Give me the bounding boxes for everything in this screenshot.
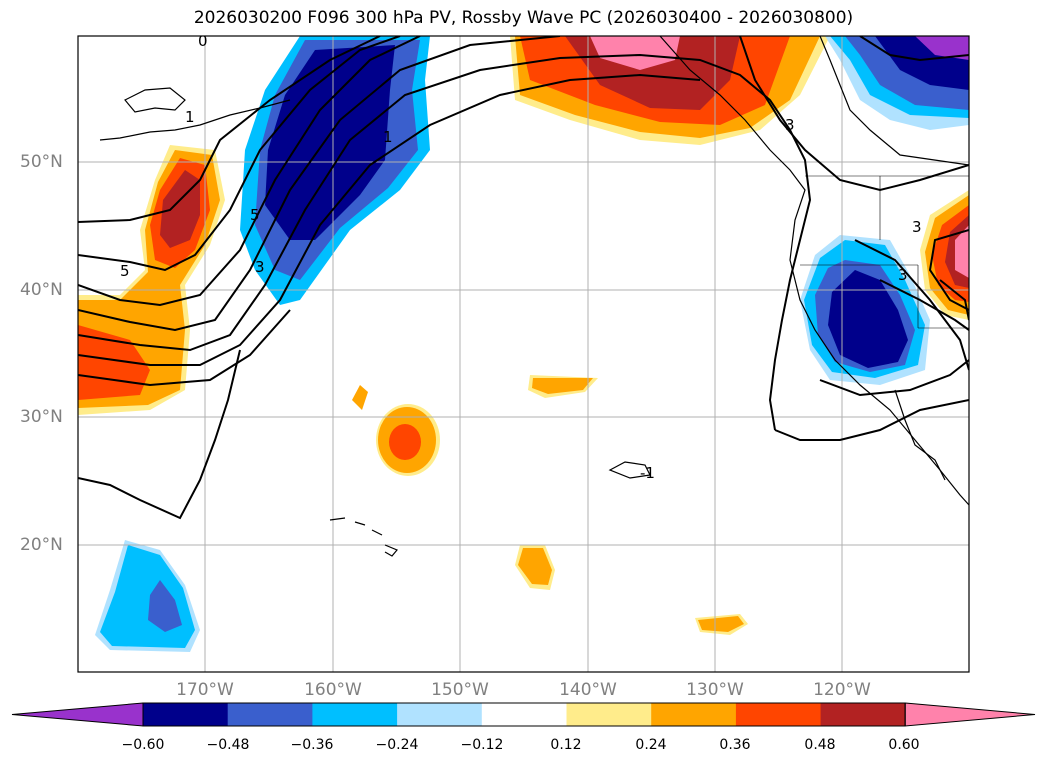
colorbar-cell: [481, 703, 567, 726]
contour-label: 3: [898, 266, 908, 284]
colorbar-cell: [820, 703, 906, 726]
contour-label: 3: [255, 258, 265, 276]
pv-contours: [78, 36, 969, 520]
lat-label: 20°N: [20, 535, 63, 555]
colorbar-cell: [735, 703, 822, 726]
lon-label: 130°W: [686, 680, 744, 700]
lon-label: 150°W: [431, 680, 489, 700]
contour-label: 3: [912, 218, 922, 236]
colorbar-cell: [312, 703, 398, 726]
colorbar-tick: −0.36: [290, 737, 334, 753]
colorbar-tick: 0.60: [888, 737, 920, 753]
contour-labels: 5 5 3 3 1 1 3 3 -1 0: [120, 32, 922, 482]
colorbar-tick: 0.24: [635, 737, 667, 753]
colorbar-cell: [397, 703, 483, 726]
lon-label: 120°W: [813, 680, 871, 700]
lat-label: 40°N: [20, 280, 63, 300]
contour-label: 0: [198, 32, 208, 50]
contour-label: 5: [120, 262, 130, 280]
colorbar-tick: −0.48: [206, 737, 250, 753]
contour-label: 1: [185, 108, 195, 126]
contour-label: 1: [383, 128, 393, 146]
colorbar-tick: −0.60: [121, 737, 165, 753]
colorbar-cell: [143, 703, 229, 726]
contour-label: -1: [640, 464, 655, 482]
colorbar-tick: 0.48: [804, 737, 836, 753]
colorbar-cell: [566, 703, 652, 726]
map-frame: [77, 35, 970, 673]
lat-label: 30°N: [20, 407, 63, 427]
figure-title: 2026030200 F096 300 hPa PV, Rossby Wave …: [193, 8, 854, 28]
colorbar-cell: [227, 703, 313, 726]
contour-label: 5: [250, 206, 260, 224]
colorbar-extend-high: [904, 702, 1036, 727]
colorbar-extend-low: [11, 702, 144, 727]
coastlines: [99, 36, 969, 557]
colorbar-tick: 0.36: [719, 737, 751, 753]
colorbar-cell: [651, 703, 737, 726]
contour-label: 3: [785, 116, 795, 134]
colorbar-tick: −0.24: [375, 737, 419, 753]
colorbar-tick: −0.12: [460, 737, 504, 753]
lon-label: 160°W: [304, 680, 362, 700]
lat-label: 50°N: [20, 152, 63, 172]
colorbar-tick: 0.12: [550, 737, 582, 753]
lon-label: 140°W: [559, 680, 617, 700]
lon-label: 170°W: [176, 680, 234, 700]
